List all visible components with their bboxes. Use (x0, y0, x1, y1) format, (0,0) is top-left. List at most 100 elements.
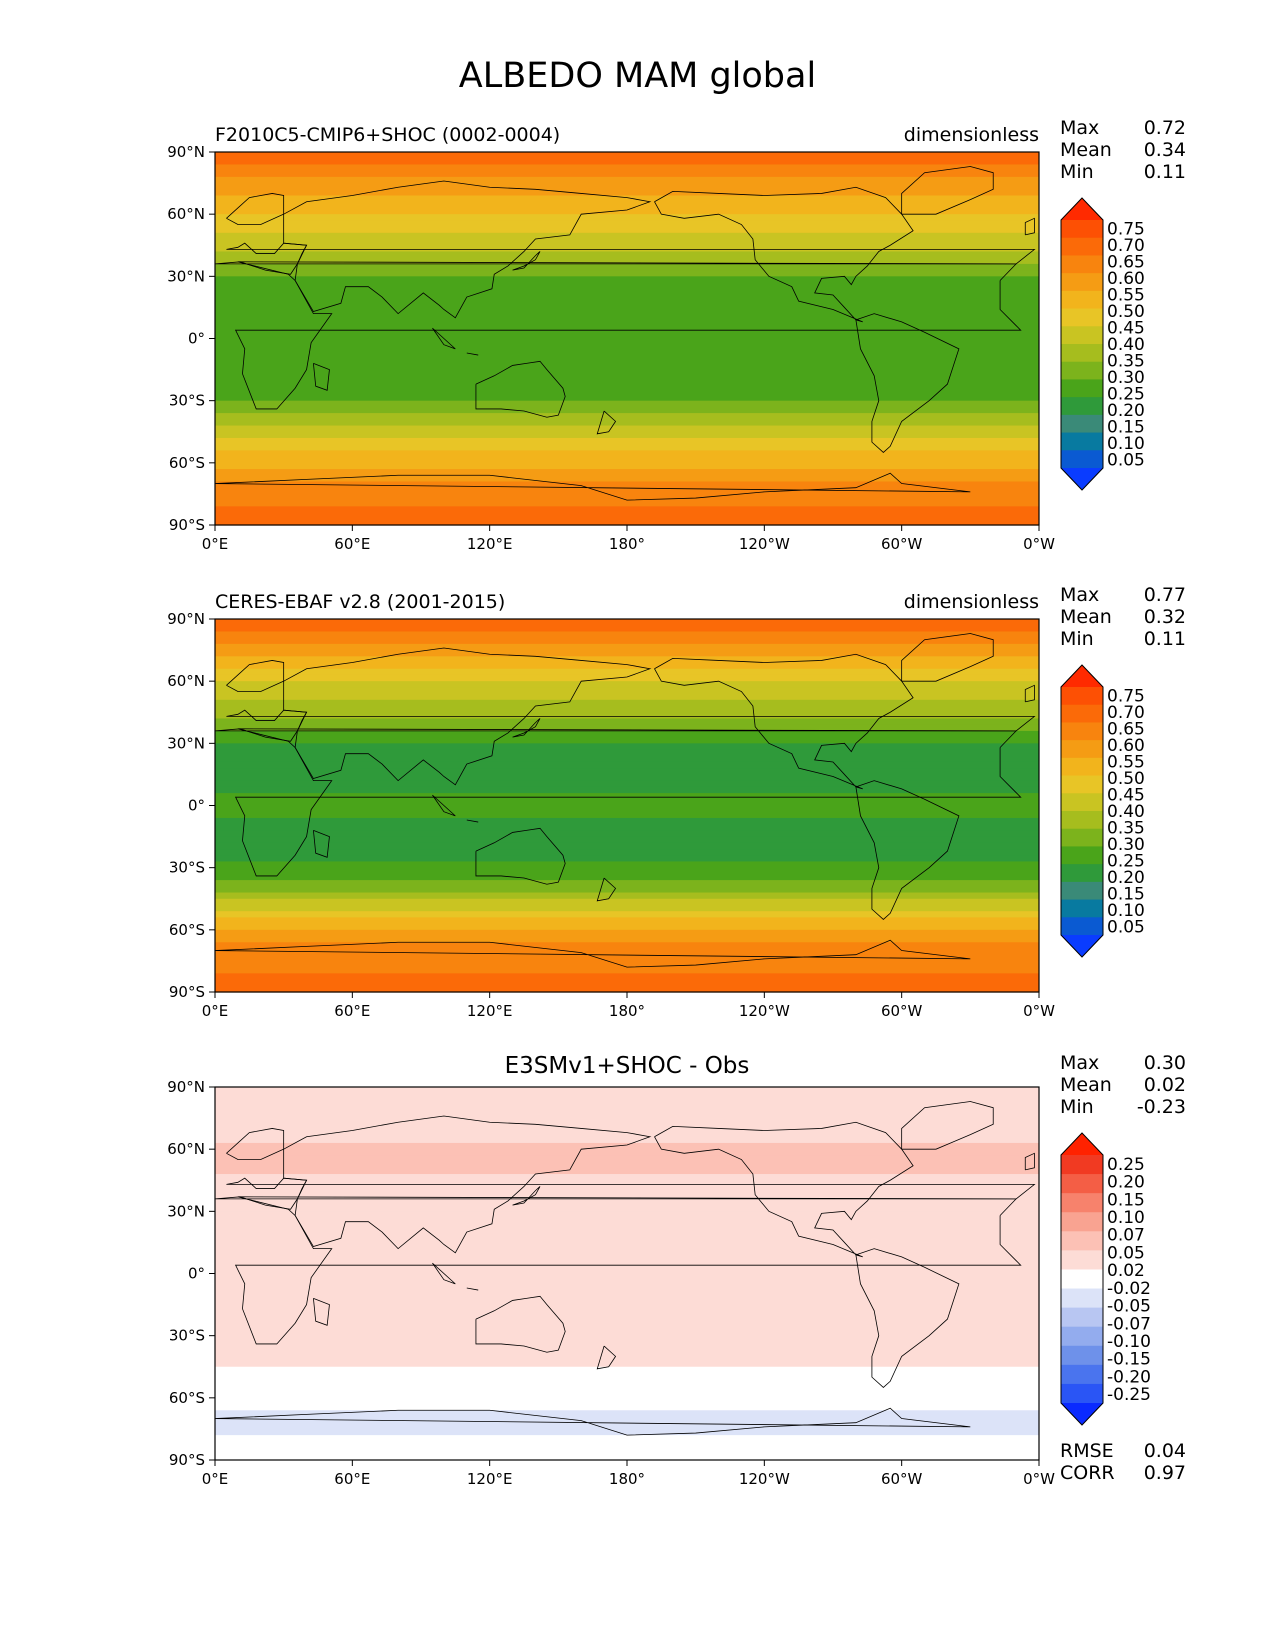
zonal-band (215, 207, 1039, 215)
model-albedo-map: 90°N 60°N 30°N 0° 30°S 60°S 90°S0°E 60°E 120°E 18… (167, 143, 1055, 553)
lat-tick-label: 30°N (167, 1202, 205, 1220)
colorbar-segment (1061, 1288, 1103, 1309)
stat-mean-label: Mean (1060, 606, 1112, 628)
coastline (475, 827, 566, 885)
zonal-band (215, 1136, 1039, 1144)
zonal-band (215, 1149, 1039, 1156)
zonal-band (215, 1292, 1039, 1299)
zonal-band (215, 1285, 1039, 1293)
zonal-band (215, 749, 1039, 757)
zonal-band (215, 960, 1039, 968)
colorbar-tick-label: -0.05 (1107, 1297, 1151, 1317)
zonal-band (215, 369, 1039, 377)
colorbar-segment (1061, 757, 1103, 777)
zonal-band (215, 1428, 1039, 1436)
zonal-band (215, 1397, 1039, 1405)
zonal-band (215, 1410, 1039, 1418)
zonal-band (215, 743, 1039, 751)
stat-min-value: 0.11 (1143, 628, 1186, 650)
lat-tick-label: 60°N (167, 1140, 205, 1158)
colorbar-tick-label: 0.15 (1107, 1190, 1145, 1210)
lat-tick-label: 60°N (167, 205, 205, 223)
zonal-band (215, 425, 1039, 433)
lon-tick-label: 0°E (202, 1470, 229, 1488)
panel-left-title: CERES-EBAF v2.8 (2001-2015) (215, 591, 506, 613)
zonal-band (215, 973, 1039, 981)
zonal-band (215, 861, 1039, 869)
zonal-band (215, 1298, 1039, 1306)
zonal-band (215, 1335, 1039, 1343)
zonal-band (215, 668, 1039, 676)
zonal-band (215, 338, 1039, 346)
figure-title: ALBEDO MAM global (458, 56, 817, 96)
zonal-band (215, 382, 1039, 389)
zonal-band (215, 1211, 1039, 1219)
zonal-band (215, 886, 1039, 894)
zonal-band (215, 1118, 1039, 1125)
coastline (654, 186, 914, 323)
obs-albedo-map: 90°N 60°N 30°N 0° 30°S 60°S 90°S0°E 60°E 120°E 18… (167, 610, 1055, 1020)
lon-tick-label: 180° (609, 1002, 645, 1020)
zonal-band (215, 979, 1039, 987)
zonal-band (215, 1360, 1039, 1368)
zonal-band (215, 1242, 1039, 1250)
colorbar-segment (1061, 1212, 1103, 1232)
coastline (313, 362, 330, 391)
lon-tick-label: 0°E (202, 535, 229, 553)
stat-max-value: 0.30 (1143, 1052, 1186, 1074)
stat-mean-value: 0.32 (1143, 606, 1186, 628)
coastline (466, 352, 479, 356)
zonal-band (215, 500, 1039, 507)
zonal-band (215, 1372, 1039, 1380)
zonal-band (215, 674, 1039, 682)
zonal-band (215, 1273, 1039, 1281)
stat-corr-label: CORR (1060, 1462, 1115, 1484)
zonal-band (215, 487, 1039, 495)
stat-min-value: 0.11 (1143, 161, 1186, 183)
stat-mean-label: Mean (1060, 139, 1112, 161)
panel-left-title: F2010C5-CMIP6+SHOC (0002-0004) (215, 124, 561, 146)
zonal-band (215, 830, 1039, 838)
zonal-band (215, 176, 1039, 184)
zonal-band (215, 1155, 1039, 1163)
colorbar-segment (1061, 273, 1103, 292)
colorbar-segment (1061, 917, 1103, 936)
zonal-band (215, 158, 1039, 166)
colorbar-extend-min (1061, 1403, 1103, 1425)
lat-tick-label: 30°N (167, 734, 205, 752)
coastline (475, 1295, 566, 1353)
coastline (432, 327, 456, 350)
zonal-band (215, 357, 1039, 364)
zonal-band (215, 282, 1039, 290)
stat-min-label: Min (1060, 161, 1094, 183)
zonal-band (215, 1142, 1039, 1150)
stat-max-label: Max (1060, 117, 1100, 139)
colorbar-tick-label: 0.50 (1107, 302, 1145, 322)
zonal-band (215, 1198, 1039, 1206)
diff-albedo-map: 90°N 60°N 30°N 0° 30°S 60°S 90°S0°E 60°E 120°E 18… (167, 1078, 1055, 1488)
zonal-band (215, 239, 1039, 246)
zonal-band (215, 942, 1039, 950)
lat-tick-label: 30°S (169, 1327, 205, 1345)
colorbar-tick-label: 0.20 (1107, 401, 1145, 421)
zonal-band (215, 1348, 1039, 1355)
zonal-band (215, 294, 1039, 302)
lat-tick-label: 60°S (169, 1389, 205, 1407)
zonal-band (215, 824, 1039, 831)
colorbar-tick-label: 0.25 (1107, 1155, 1145, 1175)
colorbar-tick-label: 0.45 (1107, 318, 1145, 338)
colorbar-extend-max (1061, 1133, 1103, 1155)
zonal-band (215, 755, 1039, 763)
zonal-band (215, 967, 1039, 974)
lon-tick-label: 0°W (1023, 535, 1055, 553)
colorbar-tick-label: 0.65 (1107, 719, 1145, 739)
zonal-band (215, 662, 1039, 670)
zonal-band (215, 232, 1039, 240)
stat-mean-label: Mean (1060, 1074, 1112, 1096)
zonal-band (215, 276, 1039, 284)
colorbar-segment (1061, 846, 1103, 865)
colorbar-tick-label: 0.75 (1107, 219, 1145, 239)
zonal-band (215, 811, 1039, 819)
zonal-band (215, 313, 1039, 321)
zonal-band (215, 301, 1039, 309)
